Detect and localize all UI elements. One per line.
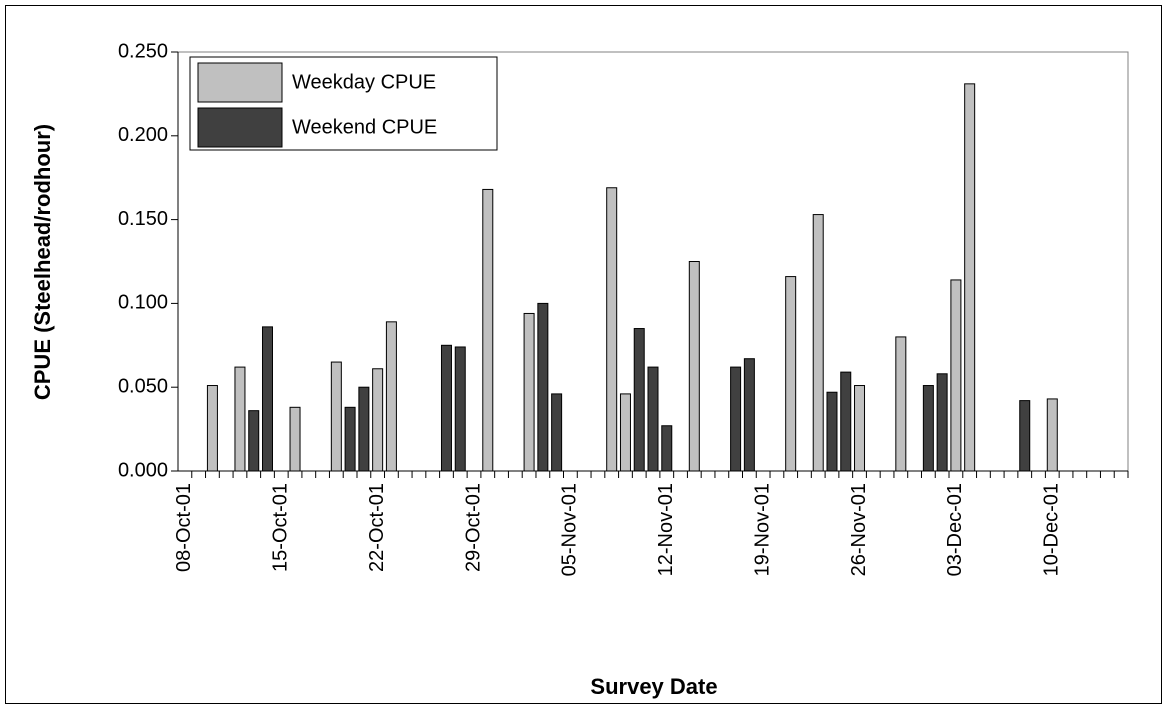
y-axis-title: CPUE (Steelhead/rodhour) bbox=[30, 124, 55, 400]
bar bbox=[964, 83, 976, 472]
bar bbox=[454, 346, 466, 472]
bar bbox=[936, 373, 948, 472]
legend-swatch bbox=[197, 62, 283, 103]
bar bbox=[647, 366, 659, 472]
bar bbox=[922, 385, 934, 472]
bar bbox=[606, 187, 618, 472]
bar bbox=[385, 321, 397, 472]
bar bbox=[358, 386, 370, 472]
y-tick-label: 0.100 bbox=[118, 292, 168, 314]
x-tick-label: 29-Oct-01 bbox=[462, 483, 484, 572]
x-tick-label: 22-Oct-01 bbox=[366, 483, 388, 572]
bar bbox=[537, 302, 549, 472]
bar bbox=[482, 188, 494, 472]
bar bbox=[344, 406, 356, 472]
bar bbox=[1046, 398, 1058, 472]
bar bbox=[854, 385, 866, 472]
y-tick-label: 0.050 bbox=[118, 375, 168, 397]
bar bbox=[633, 328, 645, 472]
bar bbox=[248, 410, 260, 472]
x-tick-label: 10-Dec-01 bbox=[1041, 483, 1063, 576]
bar bbox=[440, 344, 452, 472]
x-tick-label: 03-Dec-01 bbox=[944, 483, 966, 576]
bar bbox=[826, 391, 838, 472]
bar bbox=[661, 425, 673, 472]
x-tick-label: 05-Nov-01 bbox=[559, 483, 581, 576]
bar bbox=[1019, 400, 1031, 472]
x-tick-label: 19-Nov-01 bbox=[751, 483, 773, 576]
bar bbox=[289, 406, 301, 472]
x-tick-label: 26-Nov-01 bbox=[848, 483, 870, 576]
y-tick-label: 0.250 bbox=[118, 40, 168, 62]
bar bbox=[372, 368, 384, 472]
bar bbox=[950, 279, 962, 472]
legend-swatch bbox=[197, 107, 283, 148]
bar bbox=[688, 261, 700, 472]
bar bbox=[895, 336, 907, 472]
bar bbox=[551, 393, 563, 472]
y-tick-label: 0.000 bbox=[118, 459, 168, 481]
bar bbox=[743, 358, 755, 472]
bar bbox=[730, 366, 742, 472]
bar bbox=[330, 361, 342, 472]
legend-label: Weekday CPUE bbox=[292, 71, 436, 93]
bar bbox=[234, 366, 246, 472]
bar bbox=[840, 371, 852, 472]
bar bbox=[206, 385, 218, 472]
legend-label: Weekend CPUE bbox=[292, 116, 437, 138]
bar bbox=[812, 214, 824, 472]
x-tick-label: 08-Oct-01 bbox=[173, 483, 195, 572]
x-tick-label: 12-Nov-01 bbox=[655, 483, 677, 576]
bar bbox=[261, 326, 273, 472]
bar bbox=[523, 312, 535, 472]
y-tick-label: 0.200 bbox=[118, 124, 168, 146]
x-tick-label: 15-Oct-01 bbox=[270, 483, 292, 572]
y-tick-label: 0.150 bbox=[118, 208, 168, 230]
bar bbox=[619, 393, 631, 472]
x-axis-title: Survey Date bbox=[590, 674, 717, 699]
bar bbox=[785, 276, 797, 472]
